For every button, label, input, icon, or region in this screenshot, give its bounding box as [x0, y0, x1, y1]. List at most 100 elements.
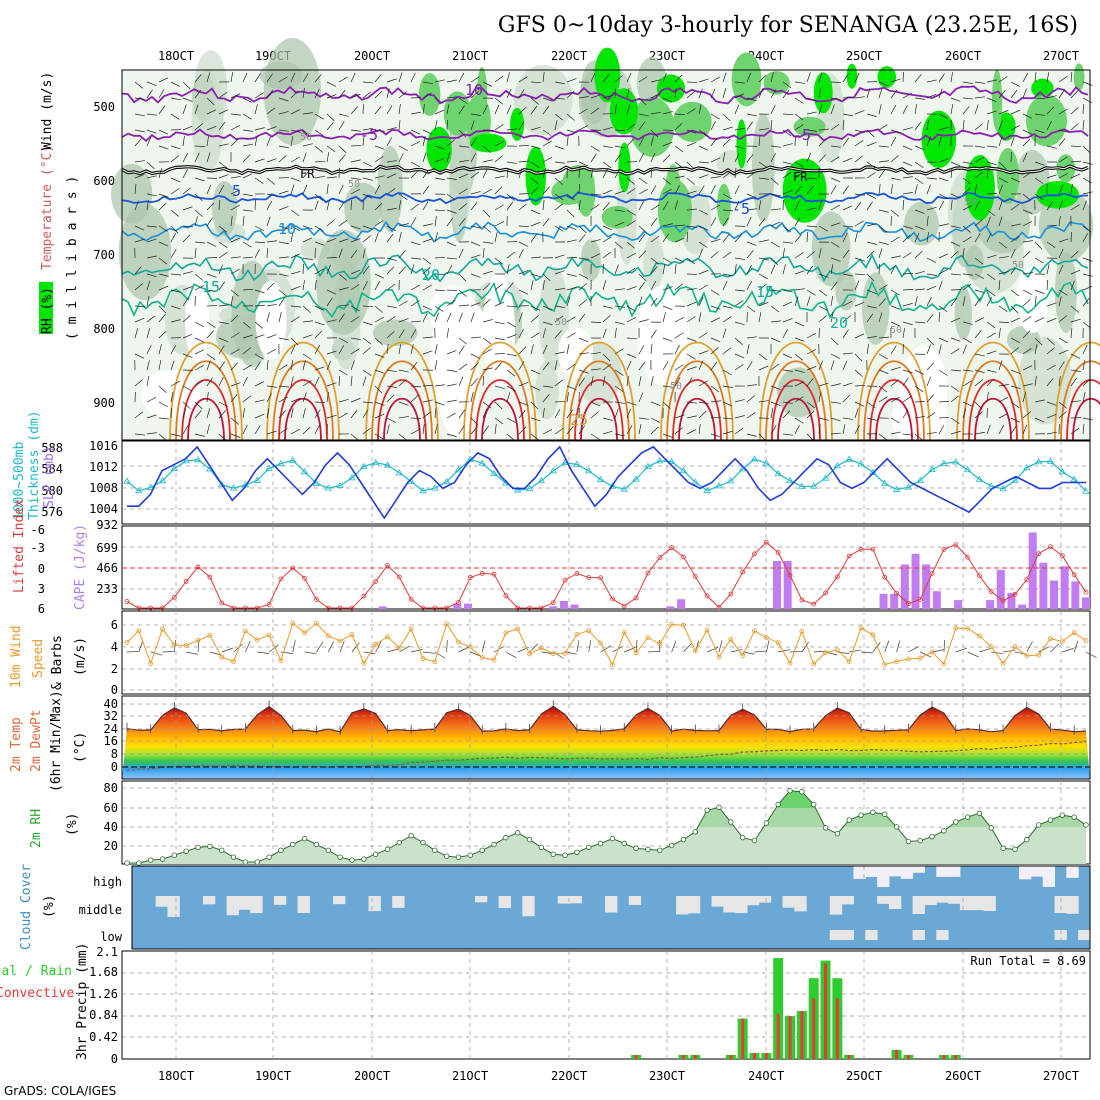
wind-barb [254, 248, 260, 259]
wind-barb [206, 424, 210, 435]
wind-barb [362, 127, 373, 131]
wind-barb [914, 161, 924, 168]
wind-barb [482, 337, 492, 345]
wind-barb [878, 263, 881, 275]
wind-barb [967, 651, 979, 658]
wind-barb [422, 136, 426, 147]
thickness-marker [667, 457, 676, 465]
precip-bar-convective [835, 998, 839, 1059]
wind-barb [218, 143, 229, 147]
wind-barb [950, 317, 961, 323]
wind-barb [998, 184, 1003, 195]
temperature-contour [1054, 341, 1100, 441]
wind-barb [638, 250, 647, 259]
rh-ticks: 80 60 40 20 [104, 781, 118, 853]
wind-barb [1034, 257, 1044, 264]
wind-barb [206, 392, 209, 403]
wind-barb [326, 200, 330, 211]
wind-barb [722, 233, 730, 243]
wind-barb [158, 193, 169, 198]
wind-barb [506, 104, 512, 115]
wind-barb [1058, 89, 1065, 99]
wind-barb [230, 417, 239, 425]
wind-barb [914, 121, 922, 131]
cloud-gap [936, 930, 949, 940]
thickness-marker [549, 467, 557, 474]
wind-barb [458, 646, 470, 653]
wind-barb [686, 208, 697, 211]
wind-marker [1000, 660, 1006, 666]
wind-barb [650, 344, 653, 355]
wind-barb [754, 650, 767, 653]
wind-barb [266, 430, 277, 435]
wind-barb [506, 305, 517, 308]
wind-barb [770, 72, 774, 83]
wind-barb [986, 120, 989, 131]
wind-barb [446, 433, 457, 437]
wind-marker [894, 659, 899, 664]
dewpoint-axis-label: 2m DewPt [29, 709, 44, 772]
wind-marker [219, 654, 225, 660]
wind-barb [710, 88, 716, 99]
wind-barb [1082, 297, 1090, 307]
wind-barb [338, 113, 349, 117]
wind-barb [446, 639, 448, 653]
rh-region [811, 211, 851, 287]
wind-barb [974, 330, 982, 339]
wind-barb [698, 296, 704, 307]
wind-barb [458, 337, 468, 345]
wind-barb [350, 433, 359, 441]
wind-barb [854, 72, 860, 83]
wind-barb [530, 315, 539, 323]
wind-barb [794, 135, 796, 147]
wind-barb [890, 177, 901, 181]
wind-barb [986, 424, 991, 435]
wind-barb [410, 428, 420, 435]
wind-barb [542, 344, 548, 355]
li-marker [242, 605, 248, 611]
wind-barb [170, 273, 181, 276]
wind-barb [926, 79, 937, 83]
rh-marker [1071, 814, 1077, 820]
wind-barb [542, 105, 550, 115]
wind-barb [194, 410, 202, 419]
wind-barb [458, 248, 464, 259]
li-marker [396, 574, 402, 580]
wind-barb [326, 392, 329, 403]
wind-barb [878, 104, 882, 115]
wind-barb [410, 320, 421, 323]
wind-barb [818, 225, 828, 232]
wind-barb [602, 280, 607, 291]
wind-barb [314, 376, 320, 387]
thickness-marker [585, 467, 593, 474]
wind-barb [470, 153, 477, 163]
wind-barb [782, 190, 793, 195]
temperature-contour [672, 379, 722, 441]
wind-barb [530, 305, 541, 311]
wind-barb [1070, 377, 1077, 387]
wind-barb [218, 241, 228, 248]
wind-barb [302, 305, 311, 313]
wind-barb [1058, 337, 1068, 344]
thickness-marker [324, 484, 332, 491]
wind-barb [386, 160, 397, 163]
wind-barb [794, 217, 801, 227]
wind-barb [878, 336, 889, 339]
rh-region [672, 101, 712, 143]
wind-barb [194, 209, 203, 217]
wind-barb [266, 248, 269, 259]
wind-barb [1034, 113, 1045, 116]
wind-barb [506, 88, 512, 99]
lifted-index-series-line [126, 541, 1087, 609]
wind-barb [375, 641, 382, 653]
rh-region [996, 112, 1016, 141]
rh-marker [739, 834, 746, 841]
li-marker [171, 594, 177, 600]
wind-barb [386, 266, 395, 275]
cape-bar [772, 560, 781, 609]
rh2m-axis-label: 2m RH [29, 809, 44, 848]
wind-barb [362, 427, 372, 435]
temperature-contour [175, 360, 237, 441]
wind-barb [854, 232, 858, 243]
wind-barb [566, 90, 575, 99]
